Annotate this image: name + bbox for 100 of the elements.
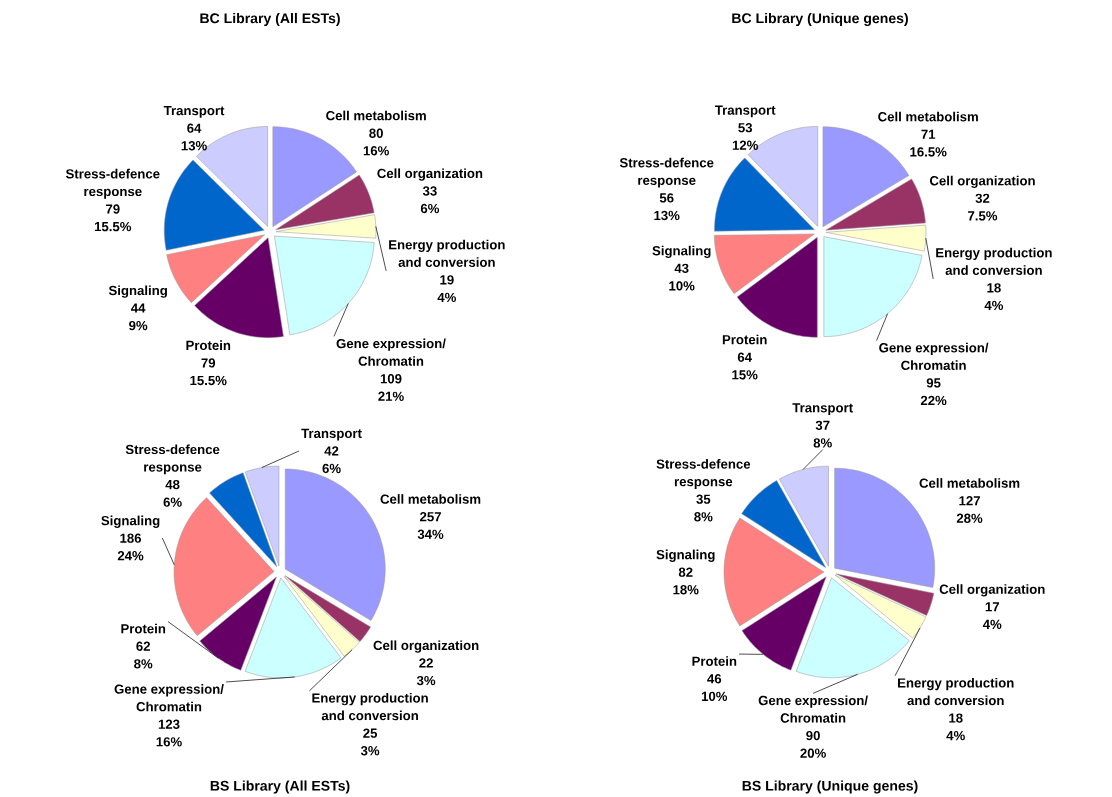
data-label: 44 — [131, 303, 146, 313]
data-label: 53 — [738, 123, 753, 133]
text: 8% — [134, 659, 153, 669]
slice-label: Stress-defence response — [619, 157, 714, 188]
text: 4% — [984, 300, 1004, 311]
data-label: 71 — [921, 129, 936, 139]
text: 20% — [800, 748, 826, 758]
text: 16% — [156, 737, 182, 747]
data-label: 32 — [975, 193, 990, 203]
data-label: 35 — [696, 494, 711, 504]
text: 16% — [363, 146, 389, 156]
slice-label: Protein — [121, 623, 166, 634]
data-label: 42 — [324, 446, 339, 456]
slice-label: Signaling — [656, 549, 715, 562]
slice-label: Stress-defence response — [65, 168, 160, 199]
data-label: 46 — [707, 674, 722, 684]
data-label: 25 — [363, 728, 378, 738]
text: 34% — [417, 529, 444, 539]
data-label: 43 — [674, 263, 689, 273]
slice-label: Transport — [163, 106, 225, 118]
data-label: 80 — [369, 128, 383, 138]
data-label: 33 — [422, 186, 437, 196]
slice-label: Gene expression/ Chromatin — [758, 695, 868, 723]
data-label: 19 — [440, 275, 454, 285]
slice-label: Cell metabolism — [326, 110, 426, 121]
slice-label: Gene expression/ Chromatin — [114, 684, 224, 712]
text: 4% — [946, 730, 965, 741]
slice-label: Transport — [301, 428, 362, 441]
data-label: 95 — [926, 378, 941, 388]
slice-label: Stress-defence response — [656, 459, 751, 489]
data-label: 62 — [136, 641, 150, 651]
text: BS Library (All ESTs) — [210, 780, 350, 794]
data-label: 109 — [380, 374, 402, 384]
data-label: 17 — [985, 602, 999, 612]
slice-label: Energy production and conversion — [898, 677, 1014, 706]
text: BS Library (Unique genes) — [742, 780, 918, 794]
text: 13% — [181, 141, 207, 151]
data-label: 56 — [659, 193, 674, 203]
slice-label: Signaling — [652, 245, 711, 259]
text: 7.5% — [968, 211, 998, 221]
text: 6% — [322, 463, 341, 474]
text: 6% — [420, 203, 440, 214]
text: 12% — [732, 140, 759, 150]
text: 18% — [673, 585, 699, 595]
data-label: 82 — [678, 567, 693, 577]
chart-title: BC Library (Unique genes) — [732, 12, 908, 27]
text: 3% — [416, 675, 436, 686]
text: 15% — [732, 370, 758, 380]
data-label: 186 — [120, 533, 142, 543]
text: 22% — [920, 395, 947, 406]
slice-label: Protein — [186, 340, 231, 351]
text: 4% — [982, 619, 1002, 629]
slice-label: Signaling — [108, 285, 167, 298]
slice-label: Signaling — [101, 515, 160, 528]
slice-label: Cell metabolism — [919, 478, 1020, 488]
text: 21% — [378, 391, 404, 401]
data-label: 64 — [187, 123, 202, 133]
slice-label: Gene expression/ Chromatin — [879, 342, 989, 371]
slice-label: Energy production and conversion — [389, 239, 505, 267]
text: 16.5% — [910, 147, 947, 157]
text: 15.5% — [190, 375, 227, 386]
text: 10% — [701, 691, 728, 702]
text: 24% — [117, 551, 144, 561]
data-label: 37 — [815, 420, 830, 431]
data-label: 64 — [737, 352, 752, 362]
text: 9% — [129, 320, 148, 331]
data-label: 257 — [420, 512, 441, 522]
text: 4% — [437, 292, 456, 303]
data-label: 48 — [165, 479, 180, 490]
slice-label: Protein — [722, 334, 767, 345]
slice-label: Cell organization — [373, 640, 479, 653]
slice-label: Gene expression/ Chromatin — [336, 338, 446, 366]
slice-label: Cell metabolism — [878, 111, 978, 122]
data-label: 79 — [201, 358, 216, 368]
slice-label: Protein — [692, 656, 737, 666]
text: 8% — [813, 438, 832, 448]
text: 6% — [163, 497, 182, 507]
slice-label: Cell organization — [929, 175, 1035, 189]
data-label: 123 — [158, 719, 180, 729]
slice-label: Transport — [714, 105, 776, 118]
data-label: 18 — [949, 713, 963, 723]
slice-label: Cell metabolism — [380, 494, 481, 504]
chart-title: BC Library (All ESTs) — [200, 12, 340, 27]
data-label: 22 — [419, 658, 433, 668]
text: 3% — [360, 746, 380, 756]
text: 28% — [956, 513, 983, 523]
text: 8% — [694, 512, 713, 522]
slice-label: Energy production and conversion — [936, 247, 1052, 275]
data-label: 79 — [106, 204, 120, 214]
data-label: 90 — [806, 730, 820, 741]
data-label: 18 — [987, 283, 1001, 293]
slice-label: Cell organization — [939, 584, 1045, 597]
slice-label: Energy production and conversion — [312, 693, 428, 721]
text: 10% — [669, 281, 695, 291]
text: 15.5% — [94, 221, 132, 232]
slice-label: Stress-defence response — [125, 444, 220, 475]
slice-label: Cell organization — [377, 168, 483, 181]
data-label: 127 — [959, 496, 980, 506]
slice-label: Transport — [792, 403, 853, 416]
text: 13% — [654, 210, 680, 221]
